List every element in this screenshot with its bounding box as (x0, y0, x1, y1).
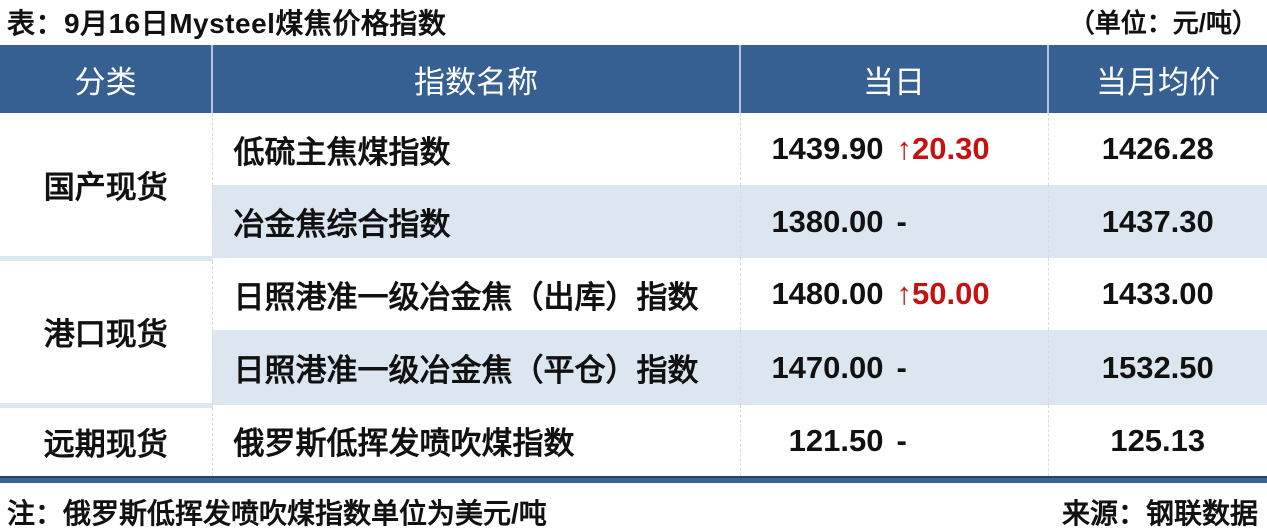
table-row: 冶金焦综合指数 1380.00 - 1437.30 (0, 185, 1267, 258)
today-value: 1380.00 (771, 203, 884, 239)
today-value: 1480.00 (771, 276, 884, 311)
price-index-table: 分类 指数名称 当日 当月均价 国产现货 低硫主焦煤指数 1439.90 ↑20… (0, 45, 1267, 476)
month-avg-cell: 1437.30 (1047, 185, 1267, 258)
col-header-today: 当日 (739, 45, 1048, 113)
today-change: ↑50.00 (896, 276, 990, 311)
today-cell: 1439.90 ↑20.30 (739, 113, 1048, 185)
today-value: 1439.90 (771, 131, 884, 166)
today-change: - (896, 422, 907, 458)
today-cell: 1480.00 ↑50.00 (739, 258, 1048, 330)
category-cell-port: 港口现货 (0, 258, 212, 408)
table-header-row: 分类 指数名称 当日 当月均价 (0, 45, 1267, 113)
category-cell-domestic: 国产现货 (0, 113, 212, 261)
index-name-cell: 日照港准一级冶金焦（平仓）指数 (211, 330, 740, 405)
col-header-category: 分类 (0, 45, 212, 113)
today-value: 1470.00 (771, 349, 884, 385)
col-header-index-name: 指数名称 (211, 45, 740, 113)
category-cell-forward: 远期现货 (0, 405, 212, 476)
month-avg-cell: 1433.00 (1047, 258, 1267, 330)
table-row: 国产现货 低硫主焦煤指数 1439.90 ↑20.30 1426.28 (0, 113, 1267, 261)
today-change: ↑20.30 (896, 131, 990, 166)
index-name-cell: 俄罗斯低挥发喷吹煤指数 (211, 405, 740, 476)
titlebar: 表：9月16日Mysteel煤焦价格指数 （单位：元/吨） (0, 0, 1267, 45)
page-title: 表：9月16日Mysteel煤焦价格指数 (7, 8, 447, 39)
month-avg-cell: 125.13 (1047, 405, 1267, 476)
today-cell: 121.50 - (739, 405, 1048, 476)
today-cell: 1470.00 - (739, 330, 1048, 405)
index-name-cell: 日照港准一级冶金焦（出库）指数 (211, 258, 740, 330)
footnote: 注：俄罗斯低挥发喷吹煤指数单位为美元/吨 (7, 498, 547, 529)
table-bottom-rule (0, 476, 1267, 483)
today-value: 121.50 (788, 422, 884, 458)
today-change: - (896, 349, 907, 385)
today-cell: 1380.00 - (739, 185, 1048, 258)
month-avg-cell: 1532.50 (1047, 330, 1267, 405)
table-row: 日照港准一级冶金焦（平仓）指数 1470.00 - 1532.50 (0, 330, 1267, 405)
table-row: 远期现货 俄罗斯低挥发喷吹煤指数 121.50 - 125.13 (0, 405, 1267, 476)
index-name-cell: 冶金焦综合指数 (211, 185, 740, 258)
source-label: 来源：钢联数据 (1061, 498, 1258, 529)
today-change: - (896, 203, 907, 239)
index-name-cell: 低硫主焦煤指数 (211, 113, 740, 185)
month-avg-cell: 1426.28 (1047, 113, 1267, 185)
col-header-month-avg: 当月均价 (1047, 45, 1267, 113)
footer: 注：俄罗斯低挥发喷吹煤指数单位为美元/吨 来源：钢联数据 (0, 483, 1267, 532)
table-row: 港口现货 日照港准一级冶金焦（出库）指数 1480.00 ↑50.00 1433… (0, 258, 1267, 408)
unit-label: （单位：元/吨） (1068, 8, 1258, 38)
